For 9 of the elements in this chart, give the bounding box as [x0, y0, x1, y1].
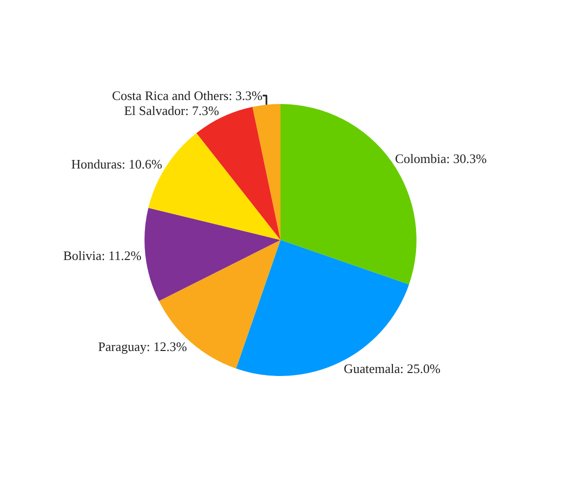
slice-label: Guatemala: 25.0% — [344, 360, 441, 376]
slice-label: El Salvador: 7.3% — [124, 103, 220, 118]
slice-label: Costa Rica and Others: 3.3% — [112, 88, 263, 104]
slice-label: Honduras: 10.6% — [71, 156, 162, 172]
slice-label: Bolivia: 11.2% — [63, 248, 142, 263]
slice-label: Colombia: 30.3% — [395, 151, 487, 166]
slice-label: Paraguay: 12.3% — [98, 339, 188, 354]
pie-slice — [236, 240, 410, 376]
pie-slice — [144, 208, 280, 301]
